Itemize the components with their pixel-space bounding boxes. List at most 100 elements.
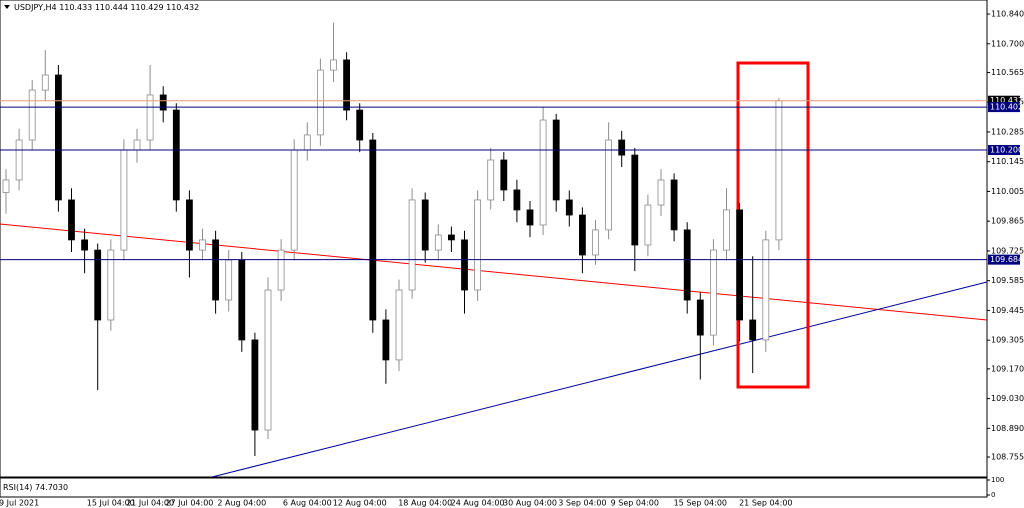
candle-body	[500, 159, 508, 191]
candle-body	[94, 249, 102, 321]
menu-arrow[interactable]	[4, 5, 10, 9]
rsi-name: RSI(14)	[3, 483, 32, 492]
y-tick-label: 109.170	[991, 364, 1024, 373]
y-tick-label: 110.285	[991, 127, 1024, 136]
y-tick-label: 108.755	[991, 453, 1024, 462]
candle-body	[330, 59, 337, 71]
candle-body	[264, 289, 272, 431]
x-tick-label: 18 Aug 04:00	[398, 499, 452, 508]
candle-body	[107, 249, 115, 321]
candle-body	[749, 319, 757, 341]
candle-body	[579, 214, 586, 256]
header: USDJPY,H4 110.433 110.444 110.429 110.43…	[14, 3, 199, 12]
candle-body	[539, 119, 547, 226]
x-tick-label: 9 Sep 04:00	[611, 499, 659, 508]
candle-body	[710, 249, 717, 336]
x-tick-label: 21 Jul 04:00	[126, 499, 174, 508]
candle-body	[434, 234, 442, 251]
y-tick-label: 109.445	[991, 306, 1024, 315]
x-tick-label: 3 Sep 04:00	[558, 499, 606, 508]
y-tick-label: 110.005	[991, 187, 1024, 196]
candle-body	[133, 139, 141, 151]
candle-body	[552, 119, 560, 201]
candle-body	[68, 199, 75, 241]
y-tick-label: 110.700	[991, 39, 1024, 48]
candle-body	[395, 289, 403, 361]
rsi-frame	[0, 477, 988, 498]
trend-line	[211, 281, 988, 478]
close: 110.432	[166, 3, 199, 12]
price-level-label: 110.200	[990, 146, 1023, 155]
x-tick-label: 9 Jul 2021	[0, 499, 39, 508]
y-tick-label: 110.565	[991, 68, 1024, 77]
candle-body	[41, 74, 49, 91]
candle-body	[277, 249, 285, 291]
x-tick-label: 21 Sep 04:00	[739, 499, 792, 508]
candle-body	[408, 199, 416, 291]
candle-body	[356, 109, 364, 141]
y-tick-label: 109.030	[991, 394, 1024, 403]
price-level-label: 110.402	[990, 103, 1023, 112]
y-tick-label: 109.585	[991, 276, 1024, 285]
candle-body	[565, 199, 573, 216]
candle-body	[762, 239, 770, 341]
high: 110.444	[95, 3, 128, 12]
candle-body	[447, 234, 455, 241]
candle-body	[251, 339, 259, 431]
rsi-label: RSI(14) 74.7030	[3, 483, 68, 492]
candle-body	[185, 199, 193, 251]
candle-body	[120, 149, 128, 251]
price-level-box	[988, 145, 1020, 156]
price-level-box	[988, 254, 1020, 265]
x-tick-label: 30 Aug 04:00	[503, 499, 557, 508]
candle-body	[736, 209, 743, 321]
candle-body	[461, 239, 468, 291]
open: 110.433	[59, 3, 92, 12]
x-tick-label: 27 Jul 04:00	[165, 499, 213, 508]
candle-body	[644, 204, 652, 246]
candle-body	[81, 239, 88, 251]
rsi-tick-label: 0	[991, 491, 995, 499]
candle-body	[2, 179, 10, 193]
candle-body	[55, 74, 62, 201]
candle-body	[421, 199, 429, 251]
candle-body	[146, 94, 154, 141]
y-tick-label: 109.725	[991, 246, 1024, 255]
candle-body	[225, 259, 233, 301]
candle-body	[775, 100, 783, 241]
candle-body	[343, 59, 351, 111]
x-tick-label: 12 Aug 04:00	[333, 499, 387, 508]
candle-body	[487, 159, 495, 201]
price-level-label: 109.684	[990, 255, 1023, 264]
rsi-tick-label: 100	[991, 476, 1004, 484]
x-tick-label: 24 Aug 04:00	[451, 499, 505, 508]
candle-body	[513, 189, 521, 211]
candle-body	[303, 134, 311, 151]
y-tick-label: 110.145	[991, 157, 1024, 166]
candle-body	[670, 179, 678, 231]
candle-body	[618, 139, 626, 156]
price-level-label: 110.432	[990, 96, 1023, 105]
candle-body	[723, 209, 730, 251]
symbol: USDJPY,H4	[14, 3, 57, 12]
candle-body	[382, 319, 390, 361]
candle-body	[290, 149, 298, 251]
plot-frame	[0, 0, 988, 478]
low: 110.429	[130, 3, 163, 12]
rsi-value: 74.7030	[35, 483, 68, 492]
candle-body	[526, 209, 534, 226]
candle-body	[369, 139, 377, 321]
y-tick-label: 109.865	[991, 217, 1024, 226]
y-tick-label: 110.840	[991, 10, 1024, 19]
y-tick-label: 108.890	[991, 424, 1024, 433]
candle-body	[605, 139, 612, 231]
y-tick-label: 109.305	[991, 336, 1024, 345]
x-tick-label: 2 Aug 04:00	[217, 499, 266, 508]
candle-body	[631, 154, 639, 246]
candle-body	[657, 179, 665, 206]
candle-body	[316, 69, 324, 136]
candle-body	[15, 139, 23, 181]
candle-body	[592, 229, 599, 256]
candle-body	[159, 94, 167, 111]
